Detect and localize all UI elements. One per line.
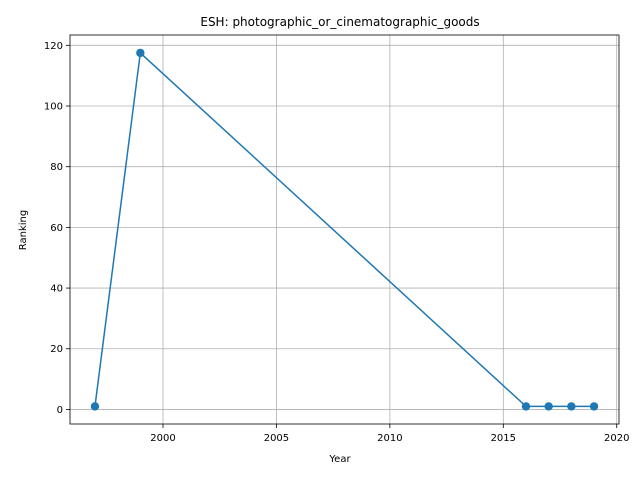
series-layer bbox=[90, 48, 599, 411]
y-tick-label: 80 bbox=[50, 162, 63, 173]
y-tick-label: 60 bbox=[50, 223, 63, 234]
data-point bbox=[544, 402, 553, 411]
y-tick-label: 40 bbox=[50, 284, 63, 295]
y-tick-label: 20 bbox=[50, 344, 63, 355]
x-axis-label: Year bbox=[328, 454, 351, 465]
ticks: 2000 2005 2010 2015 2020 0 20 40 60 80 100 120 bbox=[44, 41, 630, 444]
data-point bbox=[90, 402, 100, 411]
x-tick-label: 2000 bbox=[150, 433, 175, 444]
y-tick-label: 0 bbox=[57, 405, 63, 416]
data-point bbox=[136, 48, 145, 58]
chart-title: ESH: photographic_or_cinematographic_goo… bbox=[200, 15, 479, 29]
data-point bbox=[589, 402, 599, 411]
x-tick-label: 2005 bbox=[264, 433, 289, 444]
y-tick-label: 100 bbox=[44, 102, 63, 113]
data-point bbox=[567, 402, 576, 411]
grid bbox=[70, 35, 619, 424]
y-axis-label: Ranking bbox=[18, 210, 29, 250]
x-tick-label: 2020 bbox=[604, 433, 629, 444]
x-tick-label: 2010 bbox=[377, 433, 402, 444]
y-tick-label: 120 bbox=[44, 41, 63, 52]
data-point bbox=[521, 402, 531, 411]
plot-frame bbox=[69, 34, 620, 425]
x-tick-label: 2015 bbox=[491, 433, 516, 444]
